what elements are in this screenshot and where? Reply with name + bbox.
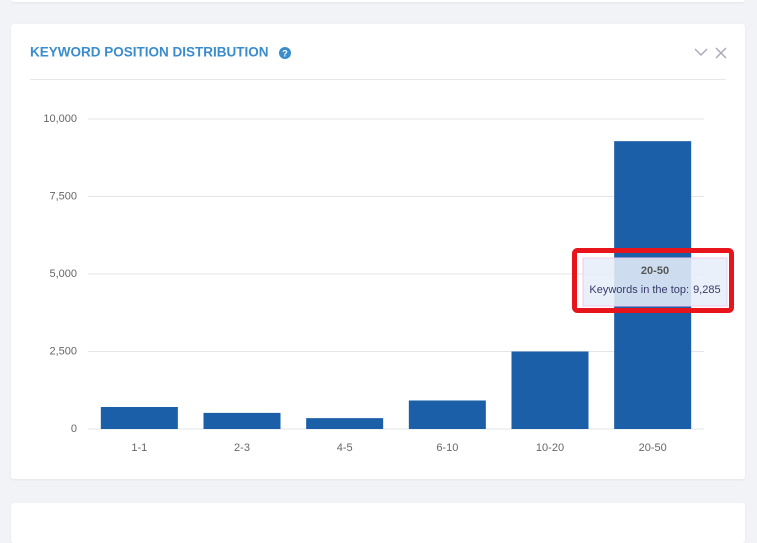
x-tick-label: 4-5 [337, 442, 353, 454]
bar [100, 406, 178, 429]
chart-title: KEYWORD POSITION DISTRIBUTION [30, 45, 269, 60]
bar [203, 412, 281, 429]
tooltip-text: Keywords in the top: 9,285 [589, 284, 720, 296]
chart: KEYWORD POSITION DISTRIBUTION ? 0 2,500 5,… [30, 45, 734, 454]
y-tick-label: 2,500 [49, 345, 77, 357]
previous-card [11, 0, 745, 2]
x-tick-label: 10-20 [536, 442, 564, 454]
tooltip-title: 20-50 [641, 265, 669, 277]
tooltip-value: 9,285 [693, 284, 721, 296]
close-button[interactable] [715, 47, 727, 59]
y-tick-label: 5,000 [49, 268, 77, 280]
bar [306, 418, 384, 429]
page: KEYWORD POSITION DISTRIBUTION ? 0 2,500 5,… [11, 0, 745, 543]
x-tick-label: 2-3 [234, 442, 250, 454]
x-tick-label: 6-10 [436, 442, 458, 454]
help-icon[interactable]: ? [279, 47, 291, 59]
y-tick-label: 7,500 [49, 190, 77, 202]
x-tick-label: 20-50 [639, 442, 667, 454]
svg-text:?: ? [282, 48, 288, 58]
bar [408, 400, 486, 429]
highlight-box [572, 248, 734, 313]
y-tick-label: 10,000 [43, 113, 77, 125]
bar [511, 351, 589, 429]
tooltip-box [582, 257, 728, 307]
y-tick-label: 0 [71, 423, 77, 435]
x-tick-label: 1-1 [131, 442, 147, 454]
collapse-button[interactable] [694, 48, 708, 57]
tooltip-label: Keywords in the top: [589, 284, 689, 296]
